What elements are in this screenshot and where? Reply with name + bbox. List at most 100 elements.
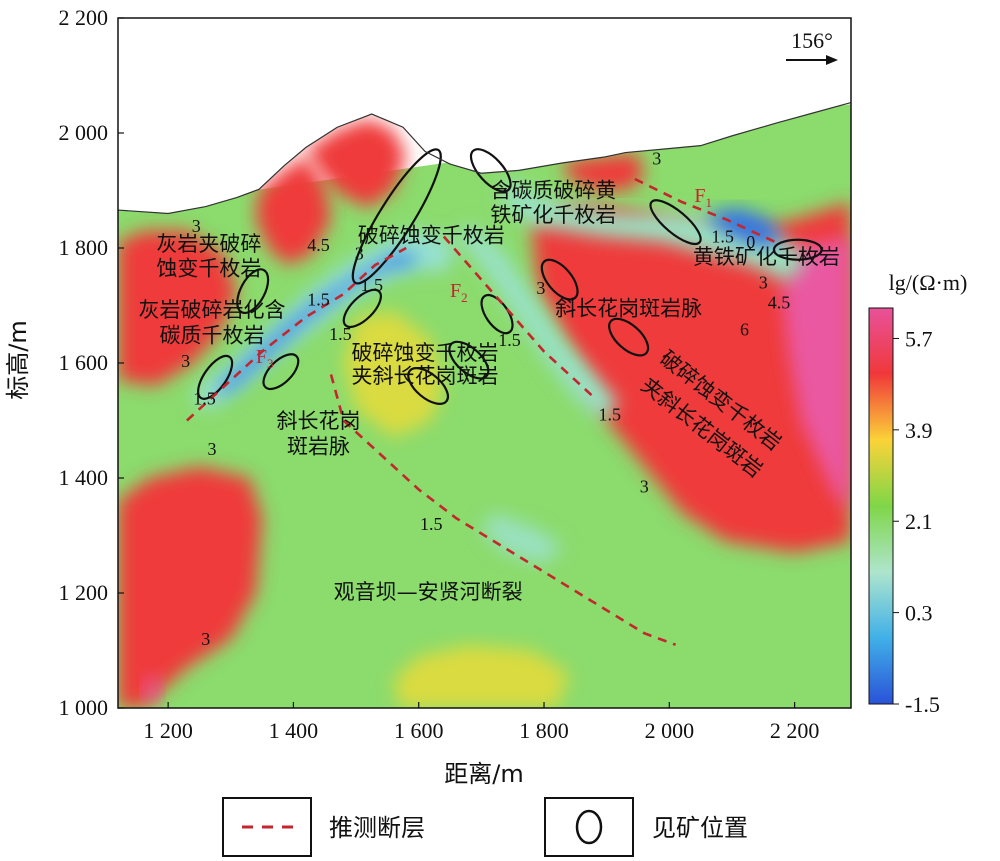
rock-annotation-2: 铁矿化千枚岩 — [490, 203, 616, 227]
direction-indicator: 156° — [786, 28, 838, 65]
contour-label-8: 3 — [207, 439, 216, 459]
fault-line-2 — [442, 235, 596, 399]
ore-location-ellipse-4 — [262, 353, 300, 391]
legend-box-ore — [544, 797, 634, 857]
ore-location-ellipse-13 — [772, 238, 823, 261]
y-tick-label: 2 200 — [59, 5, 109, 30]
resistivity-region-y-upper — [343, 311, 444, 438]
legend-ore-swatch — [575, 809, 603, 845]
colorbar-tick-label: 5.7 — [905, 326, 933, 351]
colorbar-title: lg/(Ω·m) — [889, 270, 968, 295]
resistivity-field — [118, 104, 851, 708]
resistivity-region-r-left-upper — [118, 230, 238, 386]
rock-annotation-8: 黄铁矿化千枚岩 — [693, 245, 840, 269]
rock-annotation-9: 斜长花岗斑岩脉 — [555, 296, 702, 320]
ore-location-ellipse-10 — [540, 258, 579, 301]
rock-annotation-6: 灰岩破碎岩化含 — [138, 298, 285, 322]
direction-label: 156° — [791, 28, 833, 53]
contour-labels: 34.5 31.51.531.531.531.5 034.5631.51.531.5… — [181, 149, 790, 649]
y-axis: 1 000 1 200 1 400 1 600 1 800 2 000 2 200 — [59, 5, 124, 720]
fault-lines — [117, 101, 852, 646]
x-tick-label: 1 600 — [394, 718, 444, 743]
contour-label-2: 4.5 — [307, 235, 330, 255]
rock-annotation-7: 碳质千枚岩 — [159, 323, 264, 347]
legend: 推测断层 见矿位置 — [222, 797, 748, 857]
contour-label-16: 3 — [536, 278, 545, 298]
ore-locations — [197, 148, 823, 405]
resistivity-region-r-left-lower — [118, 466, 263, 708]
contour-label-18: 1.5 — [599, 405, 622, 425]
colorbar-tick-label: 3.9 — [905, 418, 933, 443]
y-tick-label: 1 600 — [59, 350, 109, 375]
contour-label-17: 1.5 — [498, 330, 521, 350]
contour-label-5: 1.5 — [360, 275, 383, 295]
resistivity-region-c-top-band — [500, 179, 808, 283]
contour-label-15: 6 — [740, 319, 749, 339]
x-tick-label: 2 000 — [645, 718, 695, 743]
y-tick-label: 1 200 — [59, 580, 109, 605]
ore-location-ellipse-9 — [407, 367, 450, 405]
fault-line-3 — [186, 246, 407, 422]
ore-location-ellipse-6 — [469, 148, 512, 193]
resistivity-region-r-top-mid — [305, 118, 407, 208]
ore-location-ellipse-11 — [608, 317, 650, 357]
terrain-surface-line — [117, 101, 852, 215]
x-tick-label: 1 400 — [269, 718, 319, 743]
ore-location-ellipse-3 — [197, 354, 234, 400]
colorbar: lg/(Ω·m) 5.7 3.9 2.1 0.3 -1.5 — [868, 270, 968, 717]
x-tick-label: 2 200 — [770, 718, 820, 743]
resistivity-region-r-top-left — [255, 156, 332, 266]
contour-label-7: 1.5 — [193, 388, 216, 408]
resistivity-region-m-left-bottom — [143, 673, 162, 708]
x-axis: 1 200 1 400 1 600 1 800 2 000 2 200 — [143, 702, 819, 743]
contour-label-6: 3 — [181, 351, 190, 371]
resistivity-region-y-bottom — [393, 644, 570, 708]
contour-label-19: 3 — [640, 476, 649, 496]
resistivity-region-b-f3-core — [218, 253, 419, 398]
contour-label-11: 1.5 — [711, 226, 734, 246]
resistivity-region-c-mid-lower — [481, 512, 563, 565]
contour-label-1: 3 — [192, 216, 201, 236]
ore-location-ellipse-1 — [351, 148, 442, 285]
y-tick-label: 1 800 — [59, 235, 109, 260]
rock-annotation-5: 蚀变千枚岩 — [156, 257, 261, 281]
resistivity-region-r-top-right — [562, 153, 645, 191]
resistivity-region-m-right — [782, 236, 851, 513]
colorbar-tick-label: 0.3 — [905, 601, 933, 626]
contour-label-4: 1.5 — [307, 290, 330, 310]
legend-fault-label: 推测断层 — [329, 814, 425, 842]
legend-ore-label: 见矿位置 — [652, 814, 748, 842]
rock-annotation-3: 破碎蚀变千枚岩 — [358, 223, 505, 247]
y-tick-label: 1 400 — [59, 465, 109, 490]
ore-location-ellipse-8 — [448, 340, 490, 380]
legend-box-fault — [222, 797, 312, 857]
x-tick-label: 1 200 — [143, 718, 193, 743]
contour-label-13: 3 — [759, 272, 768, 292]
x-tick-label: 1 800 — [519, 718, 569, 743]
ore-location-ellipse-2 — [236, 268, 270, 314]
colorbar-gradient — [868, 307, 894, 705]
rock-annotation-10: 破碎蚀变千枚岩 — [351, 341, 498, 365]
rock-annotation-4: 灰岩夹破碎 — [156, 232, 261, 256]
contour-label-14: 4.5 — [768, 292, 791, 312]
rock-annotation-12: 斜长花岗 — [276, 409, 360, 433]
y-tick-label: 2 000 — [59, 120, 109, 145]
direction-arrow-head — [826, 55, 838, 65]
colorbar-ticks: 5.7 3.9 2.1 0.3 -1.5 — [893, 326, 940, 717]
rock-annotation-1: 含碳质破碎黄 — [490, 178, 616, 202]
rock-annotation-11: 夹斜长花岗斑岩 — [351, 364, 498, 388]
contour-label-3: 3 — [355, 244, 364, 264]
colorbar-tick-label: 2.1 — [905, 509, 933, 534]
contour-label-20: 1.5 — [420, 514, 443, 534]
resistivity-region-r-right — [531, 202, 851, 553]
ore-location-ellipse-5 — [342, 288, 382, 329]
contour-label-12: 0 — [746, 232, 755, 252]
rock-annotation-14: 观音坝—安贤河断裂 — [334, 580, 523, 604]
resistivity-region-c-fault-f2 — [456, 225, 620, 421]
rock-annotation-13: 斑岩脉 — [287, 434, 350, 458]
contour-label-10: 3 — [652, 149, 661, 169]
ore-location-ellipse-7 — [480, 293, 514, 335]
